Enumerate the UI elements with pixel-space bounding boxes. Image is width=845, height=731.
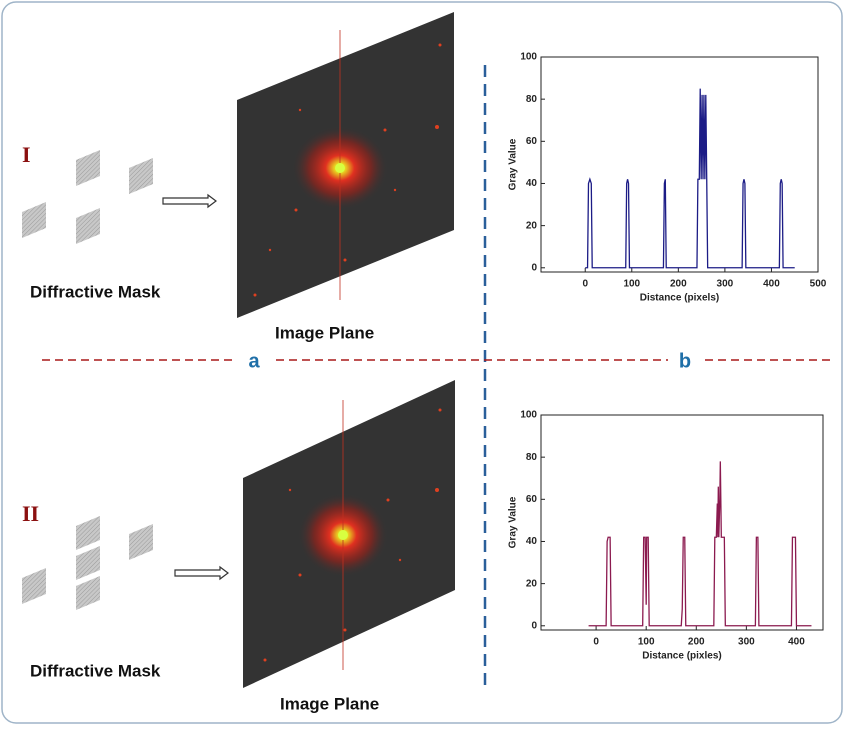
- plane-label: Image Plane: [280, 694, 379, 713]
- y-tick-label: 80: [526, 94, 538, 105]
- y-tick-label: 40: [526, 178, 538, 189]
- y-tick-label: 40: [526, 536, 538, 547]
- x-tick-label: 400: [763, 279, 780, 290]
- y-axis-label: Gray Value: [508, 138, 519, 190]
- y-tick-label: 60: [526, 136, 538, 147]
- y-tick-label: 20: [526, 578, 538, 589]
- y-tick-label: 60: [526, 494, 538, 505]
- x-tick-label: 200: [688, 637, 705, 648]
- x-axis-label: Distance (pixles): [642, 651, 721, 662]
- mask-label: Diffractive Mask: [30, 282, 161, 301]
- plane-label: Image Plane: [275, 323, 374, 342]
- x-tick-label: 500: [810, 279, 827, 290]
- y-tick-label: 100: [520, 52, 537, 63]
- x-tick-label: 400: [788, 637, 805, 648]
- row-label: II: [22, 501, 39, 526]
- figure: a b I II Diffractive Mask Diffractive Ma…: [0, 0, 845, 726]
- x-tick-label: 200: [670, 279, 687, 290]
- y-tick-label: 100: [520, 410, 537, 421]
- x-axis-label: Distance (pixels): [640, 293, 719, 304]
- section-label: b: [679, 350, 691, 372]
- mask-label: Diffractive Mask: [30, 661, 161, 680]
- x-tick-label: 0: [593, 637, 599, 648]
- y-tick-label: 0: [531, 620, 537, 631]
- section-label: a: [248, 350, 260, 372]
- row-label: I: [22, 142, 31, 167]
- x-tick-label: 0: [582, 279, 588, 290]
- y-tick-label: 0: [531, 262, 537, 273]
- x-tick-label: 100: [623, 279, 640, 290]
- x-tick-label: 300: [738, 637, 755, 648]
- y-tick-label: 20: [526, 220, 538, 231]
- x-tick-label: 300: [717, 279, 734, 290]
- y-axis-label: Gray Value: [508, 496, 519, 548]
- x-tick-label: 100: [638, 637, 655, 648]
- y-tick-label: 80: [526, 452, 538, 463]
